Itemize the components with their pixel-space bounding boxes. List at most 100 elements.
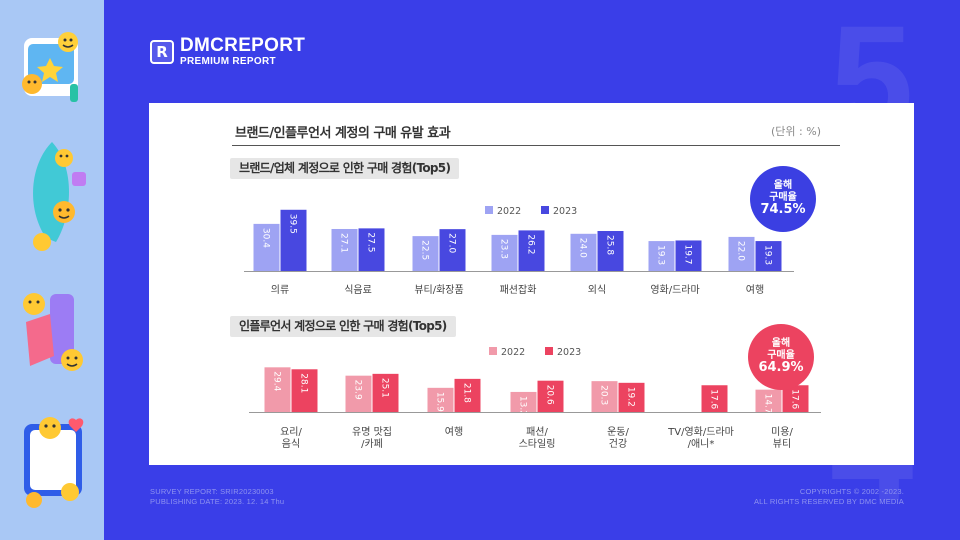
influencer-category-label: 요리/음식 <box>280 426 302 450</box>
brand-category-label: 뷰티/화장품 <box>414 284 463 296</box>
brand-category-label: 식음료 <box>344 284 372 296</box>
brand-bar-2022 <box>728 236 755 271</box>
influencer-purchase-rate-badge: 올해 구매율 64.9% <box>748 324 814 390</box>
influencer-bar-2023 <box>291 369 318 412</box>
influencer-bar-2023 <box>537 380 564 412</box>
influencer-bar-value-label: 14.7 <box>763 394 773 414</box>
influencer-bar-value-label: 17.6 <box>790 389 800 409</box>
brand-bar-value-label: 26.2 <box>526 234 536 254</box>
influencer-category-label: TV/영화/드라마/애니* <box>667 426 734 450</box>
badge-line2: 구매율 <box>769 191 797 203</box>
influencer-bar-value-label: 17.6 <box>709 389 719 409</box>
influencer-category-label: 운동/건강 <box>607 426 629 450</box>
influencer-bar-value-label: 15.9 <box>435 392 445 412</box>
brand-purchase-rate-badge: 올해 구매율 74.5% <box>750 166 816 232</box>
influencer-bar-value-label: 20.6 <box>545 385 555 405</box>
badge-value: 64.9% <box>758 360 804 376</box>
influencer-bar-2022 <box>755 389 782 412</box>
category-label-line: /카페 <box>361 438 383 450</box>
category-label-line: TV/영화/드라마 <box>667 426 734 438</box>
brand-logo: R DMCREPORT PREMIUM REPORT <box>150 36 305 67</box>
brand-bar-value-label: 27.5 <box>366 232 376 252</box>
publishing-date: PUBLISHING DATE: 2023. 12. 14 Thu <box>150 497 285 507</box>
brand-bar-value-label: 27.1 <box>339 233 349 253</box>
brand-bar-2022 <box>253 223 280 271</box>
influencer-bar-value-label: 28.1 <box>299 373 309 393</box>
brand-bar-value-label: 22.0 <box>736 241 746 261</box>
brand-subtitle: PREMIUM REPORT <box>180 56 276 67</box>
influencer-bar-2022 <box>591 381 618 412</box>
influencer-bar-value-label: 29.4 <box>272 371 282 391</box>
brand-legend-swatch-2023 <box>541 206 549 214</box>
category-label-line: 패션/ <box>526 426 548 438</box>
influencer-legend-swatch-2023 <box>545 347 553 355</box>
category-label-line: 영화/드라마 <box>650 284 699 296</box>
brand-bar-value-label: 19.3 <box>656 245 666 265</box>
emoji-sticker-chat-icon <box>33 142 86 251</box>
brand-category-label: 패션잡화 <box>500 284 537 296</box>
influencer-bar-2023 <box>454 378 481 412</box>
brand-category-label: 외식 <box>588 284 606 296</box>
influencer-bar-2022 <box>510 391 537 412</box>
influencer-legend-label-2022: 2022 <box>501 347 525 358</box>
brand-bar-2022 <box>570 233 597 271</box>
category-label-line: 식음료 <box>344 284 372 296</box>
brand-bar-2023 <box>518 230 545 271</box>
brand-bar-2023 <box>439 229 466 271</box>
brand-bar-value-label: 22.5 <box>420 240 430 260</box>
category-label-line: 패션잡화 <box>500 284 537 296</box>
card-title: 브랜드/인플루언서 계정의 구매 유발 효과 <box>235 126 451 141</box>
category-label-line: 뷰티 <box>773 438 791 450</box>
brand-bar-value-label: 25.8 <box>605 235 615 255</box>
category-label-line: 미용/ <box>771 426 793 438</box>
influencer-bar-2023 <box>618 382 645 412</box>
category-label-line: 건강 <box>609 438 627 450</box>
influencer-category-label: 미용/뷰티 <box>771 426 793 450</box>
brand-bar-value-label: 24.0 <box>578 238 588 258</box>
brand-bar-2023 <box>755 241 782 271</box>
brand-bar-value-label: 19.7 <box>683 244 693 264</box>
badge-line1: 올해 <box>771 338 791 350</box>
category-label-line: /애니* <box>688 438 715 450</box>
survey-report-id: SURVEY REPORT: SRIR20230003 <box>150 487 274 496</box>
brand-category-label: 의류 <box>271 284 289 296</box>
category-label-line: 뷰티/화장품 <box>414 284 463 296</box>
brand-bar-2022 <box>648 241 675 271</box>
brand-legend-label-2022: 2022 <box>497 206 521 217</box>
brand-chart-title: 브랜드/업체 계정으로 인한 구매 경험(Top5) <box>230 158 460 179</box>
category-label-line: 의류 <box>271 284 289 296</box>
influencer-bar-value-label: 25.1 <box>380 378 390 398</box>
influencer-category-label: 유명 맛집/카페 <box>352 426 392 450</box>
category-label-line: 여행 <box>746 284 764 296</box>
brand-name: DMCREPORT <box>180 35 306 56</box>
brand-legend-label-2023: 2023 <box>553 206 577 217</box>
brand-bar-value-label: 19.3 <box>763 245 773 265</box>
brand-legend-swatch-2022 <box>485 206 493 214</box>
influencer-category-label: 여행 <box>445 426 463 438</box>
influencer-bar-value-label: 23.9 <box>353 380 363 400</box>
category-label-line: 음식 <box>282 438 300 450</box>
category-label-line: 유명 맛집 <box>352 426 392 438</box>
brand-bar-value-label: 39.5 <box>288 214 298 234</box>
brand-bar-2022 <box>412 236 439 271</box>
category-label-line: 외식 <box>588 284 606 296</box>
emoji-sticker-phone-icon <box>23 293 83 371</box>
unit-label: (단위 : %) <box>771 125 821 138</box>
influencer-bar-value-label: 21.8 <box>462 383 472 403</box>
brand-bar-value-label: 23.3 <box>499 239 509 259</box>
copyright: COPYRIGHTS © 2002 -2023. ALL RIGHTS RESE… <box>754 487 904 507</box>
influencer-bar-2022 <box>427 387 454 412</box>
emoji-sticker-frame-icon <box>24 417 84 508</box>
brand-bar-2022 <box>331 228 358 271</box>
title-divider <box>232 145 840 146</box>
category-label-line: 스타일링 <box>519 438 556 450</box>
influencer-category-label: 패션/스타일링 <box>519 426 556 450</box>
copyright-line1: COPYRIGHTS © 2002 -2023. <box>799 487 904 496</box>
influencer-bar-2023 <box>372 373 399 412</box>
brand-bar-2022 <box>491 234 518 271</box>
influencer-legend-label-2023: 2023 <box>557 347 581 358</box>
influencer-bar-value-label: 20.3 <box>599 385 609 405</box>
influencer-bar-2023 <box>701 385 728 412</box>
influencer-chart-title: 인플루언서 계정으로 인한 구매 경험(Top5) <box>230 316 456 337</box>
